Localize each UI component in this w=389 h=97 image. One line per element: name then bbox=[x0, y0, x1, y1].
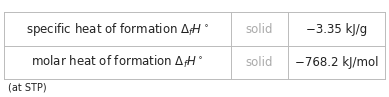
Text: solid: solid bbox=[245, 56, 273, 69]
Text: −3.35 kJ/g: −3.35 kJ/g bbox=[306, 23, 367, 36]
Text: −768.2 kJ/mol: −768.2 kJ/mol bbox=[295, 56, 378, 69]
Text: molar heat of formation $\Delta_f H^\circ$: molar heat of formation $\Delta_f H^\cir… bbox=[31, 54, 203, 70]
Text: specific heat of formation $\Delta_f H^\circ$: specific heat of formation $\Delta_f H^\… bbox=[26, 20, 209, 38]
Text: solid: solid bbox=[245, 23, 273, 36]
Text: (at STP): (at STP) bbox=[8, 83, 46, 93]
